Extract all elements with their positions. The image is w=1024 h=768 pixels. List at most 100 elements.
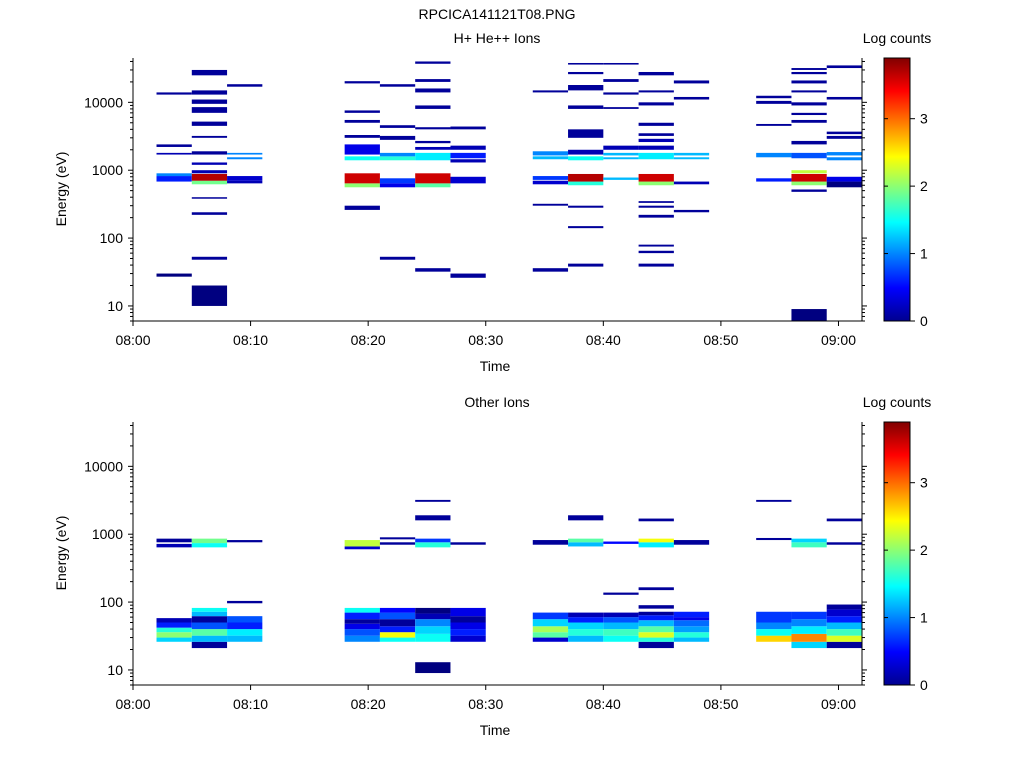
heatmap-cell <box>638 90 674 93</box>
heatmap-cell <box>379 637 416 642</box>
heatmap-cell <box>191 611 228 617</box>
heatmap-cell <box>379 125 416 128</box>
heatmap-cell <box>791 309 827 321</box>
heatmap-cell <box>415 127 451 130</box>
heatmap-cell <box>568 181 604 186</box>
heatmap-cell <box>415 626 451 634</box>
heatmap-cell <box>673 540 710 545</box>
heatmap-cell <box>532 268 569 272</box>
heatmap-cell <box>344 156 380 161</box>
heatmap-cell <box>156 627 192 633</box>
heatmap-cell <box>379 619 416 627</box>
heatmap-cell <box>603 145 639 150</box>
heatmap-cell <box>826 622 862 630</box>
figure-title: RPCICA141121T08.PNG <box>419 6 576 22</box>
heatmap-cell <box>791 173 827 182</box>
heatmap-cell <box>638 542 674 548</box>
heatmap-cell <box>415 515 451 521</box>
heatmap-cell <box>638 133 674 136</box>
heatmap-cell <box>791 170 827 174</box>
heatmap-cell <box>603 635 639 642</box>
heatmap-cell <box>191 641 228 649</box>
chart-title: Other Ions <box>464 394 529 410</box>
heatmap-cell <box>344 81 380 84</box>
colorbar-tick-label: 0 <box>920 313 928 329</box>
heatmap-cell <box>156 637 192 642</box>
heatmap-cell <box>450 152 486 159</box>
heatmap-cell <box>156 144 192 147</box>
heatmap-cell <box>638 205 674 208</box>
heatmap-cell <box>415 538 451 543</box>
y-tick-label: 10 <box>107 298 123 314</box>
heatmap-cell <box>191 107 228 113</box>
heatmap-cell <box>156 543 192 548</box>
x-tick-label: 08:40 <box>586 332 621 348</box>
heatmap-cell <box>638 632 674 638</box>
heatmap-cell <box>603 629 639 636</box>
heatmap-cell <box>791 152 827 159</box>
heatmap-cell <box>450 622 486 630</box>
heatmap-cell <box>603 541 639 544</box>
heatmap-cell <box>191 212 228 215</box>
heatmap-cell <box>791 619 827 627</box>
x-tick-label: 08:20 <box>351 332 386 348</box>
heatmap-cell <box>156 152 192 155</box>
heatmap-cell <box>156 92 192 95</box>
heatmap-cell <box>532 203 569 206</box>
heatmap-cell <box>826 629 862 636</box>
heatmap-cell <box>227 629 263 636</box>
heatmap-cell <box>826 609 862 617</box>
heatmap-cell <box>450 145 486 150</box>
x-axis-label: Time <box>480 358 511 374</box>
heatmap-cell <box>450 159 486 163</box>
heatmap-cell <box>826 518 862 522</box>
heatmap-cell <box>791 102 827 106</box>
heatmap-cell <box>227 622 263 630</box>
heatmap-cell <box>191 538 228 544</box>
heatmap-cell <box>568 205 604 208</box>
heatmap-cell <box>379 542 416 545</box>
x-tick-label: 08:10 <box>233 332 268 348</box>
heatmap-cell <box>568 515 604 521</box>
heatmap-cell <box>191 135 228 138</box>
chart-other-ions: Other Ions Energy (eV) Time Log counts 0… <box>53 394 931 738</box>
heatmap-cell <box>603 107 639 109</box>
heatmap-cell <box>791 611 827 620</box>
heatmap-cell <box>791 140 827 145</box>
y-axis-label: Energy (eV) <box>53 516 69 591</box>
heatmap-cell <box>450 176 486 184</box>
heatmap-cell <box>191 543 228 548</box>
heatmap-cell <box>826 157 862 161</box>
x-tick-label: 08:20 <box>351 696 386 712</box>
heatmap-cell <box>344 635 380 642</box>
heatmap-cell <box>568 612 604 618</box>
heatmap-cell <box>344 135 380 138</box>
heatmap-cell <box>379 537 416 540</box>
heatmap-cell <box>603 612 639 618</box>
heatmap-cell <box>156 176 192 182</box>
heatmap-cell <box>191 151 228 155</box>
heatmap-cell <box>826 96 862 100</box>
heatmap-cell <box>227 152 263 155</box>
heatmap-cell <box>450 273 486 278</box>
heatmap-cell <box>156 632 192 638</box>
heatmap-cell <box>191 616 228 623</box>
y-tick-label: 100 <box>100 594 124 610</box>
heatmap-cell <box>638 122 674 126</box>
heatmap-cell <box>415 268 451 272</box>
heatmap-cell <box>568 622 604 630</box>
heatmap-cell <box>791 181 827 186</box>
heatmap-cell <box>191 256 228 260</box>
colorbar-label: Log counts <box>863 30 932 46</box>
heatmap-cell <box>379 84 416 87</box>
heatmap-cell <box>344 546 380 550</box>
heatmap-cell <box>568 71 604 75</box>
heatmap-cell <box>673 96 710 100</box>
heatmap-cell <box>450 607 486 617</box>
heatmap-cell <box>568 542 604 547</box>
heatmap-cell <box>638 263 674 267</box>
heatmap-cell <box>415 542 451 548</box>
heatmap-cell <box>673 617 710 621</box>
heatmap-cell <box>191 180 228 185</box>
